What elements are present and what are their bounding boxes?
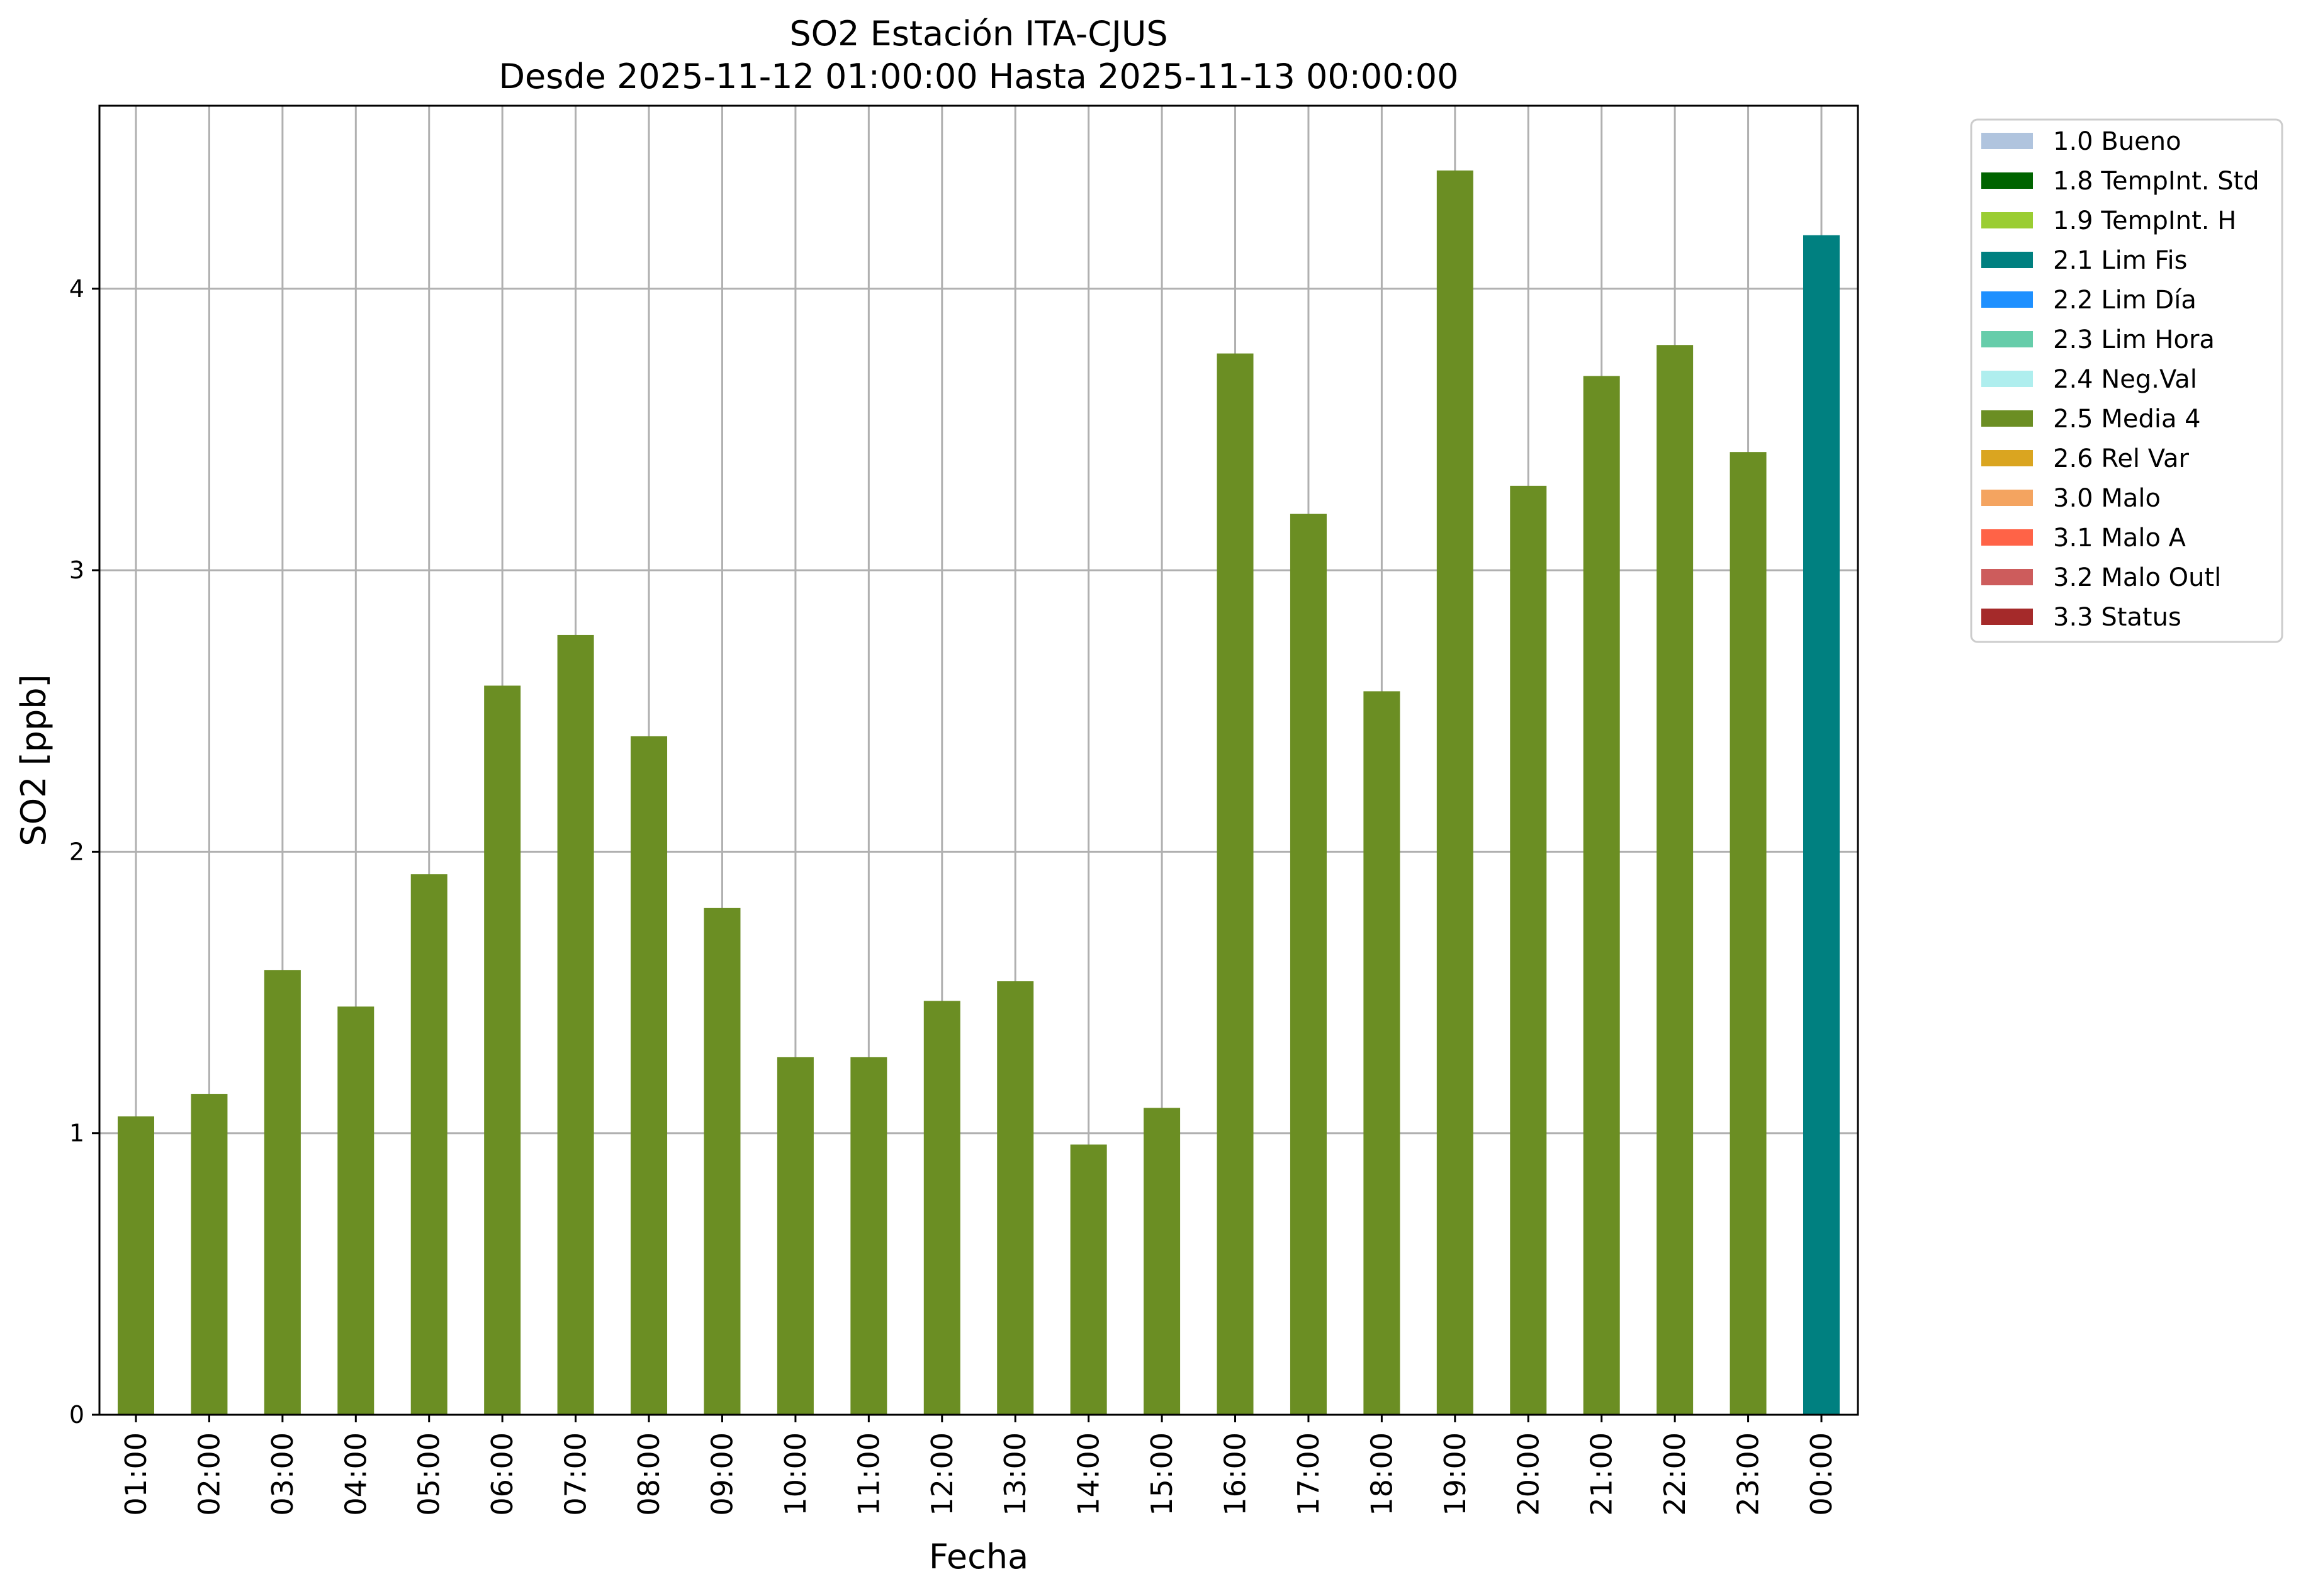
x-tick-label: 15:00 bbox=[1145, 1432, 1179, 1516]
x-axis-label: Fecha bbox=[929, 1537, 1028, 1576]
legend-frame bbox=[1970, 118, 2283, 643]
x-tick-label: 09:00 bbox=[705, 1432, 739, 1516]
x-tick-label: 08:00 bbox=[632, 1432, 666, 1516]
legend-label: 1.9 TempInt. H bbox=[2053, 206, 2236, 235]
y-tick-label: 3 bbox=[69, 556, 84, 584]
chart-subtitle: Desde 2025-11-12 01:00:00 Hasta 2025-11-… bbox=[498, 57, 1458, 96]
legend-label: 2.1 Lim Fis bbox=[2053, 246, 2187, 275]
legend-label: 2.3 Lim Hora bbox=[2053, 325, 2215, 354]
x-tick-label: 12:00 bbox=[925, 1432, 959, 1516]
bar-14:00 bbox=[1070, 1144, 1107, 1415]
legend-label: 3.2 Malo Outl bbox=[2053, 563, 2221, 592]
bar-02:00 bbox=[191, 1094, 228, 1415]
bar-08:00 bbox=[631, 736, 668, 1415]
legend-label: 1.0 Bueno bbox=[2053, 127, 2181, 156]
legend-swatch bbox=[1981, 450, 2033, 466]
x-tick-label: 00:00 bbox=[1804, 1432, 1838, 1516]
legend-swatch bbox=[1981, 529, 2033, 546]
bar-20:00 bbox=[1510, 485, 1547, 1415]
bar-17:00 bbox=[1290, 514, 1327, 1415]
y-tick-label: 2 bbox=[69, 838, 84, 865]
x-tick-label: 23:00 bbox=[1731, 1432, 1765, 1516]
bar-15:00 bbox=[1144, 1108, 1181, 1415]
bar-00:00 bbox=[1803, 235, 1840, 1415]
x-tick-label: 20:00 bbox=[1511, 1432, 1545, 1516]
x-tick-label: 16:00 bbox=[1218, 1432, 1252, 1516]
bar-09:00 bbox=[704, 908, 741, 1415]
x-tick-label: 21:00 bbox=[1585, 1432, 1619, 1516]
legend-swatch bbox=[1981, 609, 2033, 625]
legend-label: 3.3 Status bbox=[2053, 603, 2181, 632]
legend-swatch bbox=[1981, 212, 2033, 228]
legend-label: 3.0 Malo bbox=[2053, 484, 2161, 513]
y-axis: 0 1 2 3 4 bbox=[69, 275, 99, 1429]
legend-swatch bbox=[1981, 172, 2033, 189]
bar-21:00 bbox=[1583, 376, 1620, 1415]
x-tick-label: 18:00 bbox=[1364, 1432, 1398, 1516]
bar-22:00 bbox=[1657, 345, 1694, 1415]
plot-frame bbox=[98, 104, 1859, 1416]
bar-06:00 bbox=[484, 685, 521, 1415]
legend-swatch bbox=[1981, 252, 2033, 268]
chart-title-group: SO2 Estación ITA-CJUS Desde 2025-11-12 0… bbox=[498, 14, 1458, 96]
x-tick-label: 07:00 bbox=[559, 1432, 593, 1516]
x-tick-label: 13:00 bbox=[998, 1432, 1032, 1516]
bar-10:00 bbox=[777, 1057, 814, 1415]
bar-13:00 bbox=[997, 981, 1034, 1415]
bar-07:00 bbox=[557, 634, 594, 1415]
bar-03:00 bbox=[264, 970, 301, 1415]
legend-swatch bbox=[1981, 291, 2033, 308]
x-axis: 01:00 02:00 03:00 04:00 05:00 06:00 07:00 08:00… bbox=[119, 1415, 1838, 1516]
legend-swatch bbox=[1981, 569, 2033, 585]
legend-swatch bbox=[1981, 490, 2033, 506]
y-tick-label: 0 bbox=[69, 1401, 84, 1429]
legend-label: 2.2 Lim Día bbox=[2053, 286, 2197, 315]
legend-label: 1.8 TempInt. Std bbox=[2053, 167, 2259, 196]
x-tick-label: 03:00 bbox=[266, 1432, 300, 1516]
bar-04:00 bbox=[337, 1006, 374, 1415]
x-tick-label: 11:00 bbox=[852, 1432, 886, 1516]
x-tick-label: 04:00 bbox=[339, 1432, 373, 1516]
x-tick-label: 01:00 bbox=[119, 1432, 153, 1516]
bar-18:00 bbox=[1363, 691, 1400, 1415]
legend-label: 2.4 Neg.Val bbox=[2053, 365, 2197, 394]
x-tick-label: 06:00 bbox=[485, 1432, 519, 1516]
x-tick-label: 02:00 bbox=[192, 1432, 226, 1516]
bar-12:00 bbox=[923, 1001, 960, 1415]
legend-swatch bbox=[1981, 410, 2033, 427]
y-axis-label: SO2 [ppb] bbox=[14, 674, 53, 846]
legend-swatch bbox=[1981, 331, 2033, 347]
bar-01:00 bbox=[118, 1116, 154, 1415]
legend: 1.0 Bueno 1.8 TempInt. Std 1.9 TempInt. H 2… bbox=[1970, 118, 2283, 643]
legend-label: 2.5 Media 4 bbox=[2053, 405, 2201, 434]
y-tick-label: 1 bbox=[69, 1120, 84, 1147]
chart-title: SO2 Estación ITA-CJUS bbox=[789, 14, 1167, 53]
bar-11:00 bbox=[850, 1057, 887, 1415]
bars bbox=[118, 170, 1840, 1415]
x-tick-label: 10:00 bbox=[779, 1432, 813, 1516]
x-tick-label: 05:00 bbox=[412, 1432, 446, 1516]
y-tick-label: 4 bbox=[69, 275, 84, 303]
legend-swatch bbox=[1981, 371, 2033, 387]
bar-19:00 bbox=[1436, 170, 1473, 1415]
x-tick-label: 19:00 bbox=[1438, 1432, 1472, 1516]
legend-label: 2.6 Rel Var bbox=[2053, 444, 2190, 473]
bar-16:00 bbox=[1217, 353, 1254, 1415]
x-tick-label: 17:00 bbox=[1291, 1432, 1325, 1516]
x-tick-label: 22:00 bbox=[1658, 1432, 1692, 1516]
legend-swatch bbox=[1981, 133, 2033, 149]
legend-label: 3.1 Malo A bbox=[2053, 524, 2186, 553]
bar-05:00 bbox=[410, 874, 447, 1415]
bar-23:00 bbox=[1730, 452, 1767, 1415]
x-tick-label: 14:00 bbox=[1072, 1432, 1106, 1516]
